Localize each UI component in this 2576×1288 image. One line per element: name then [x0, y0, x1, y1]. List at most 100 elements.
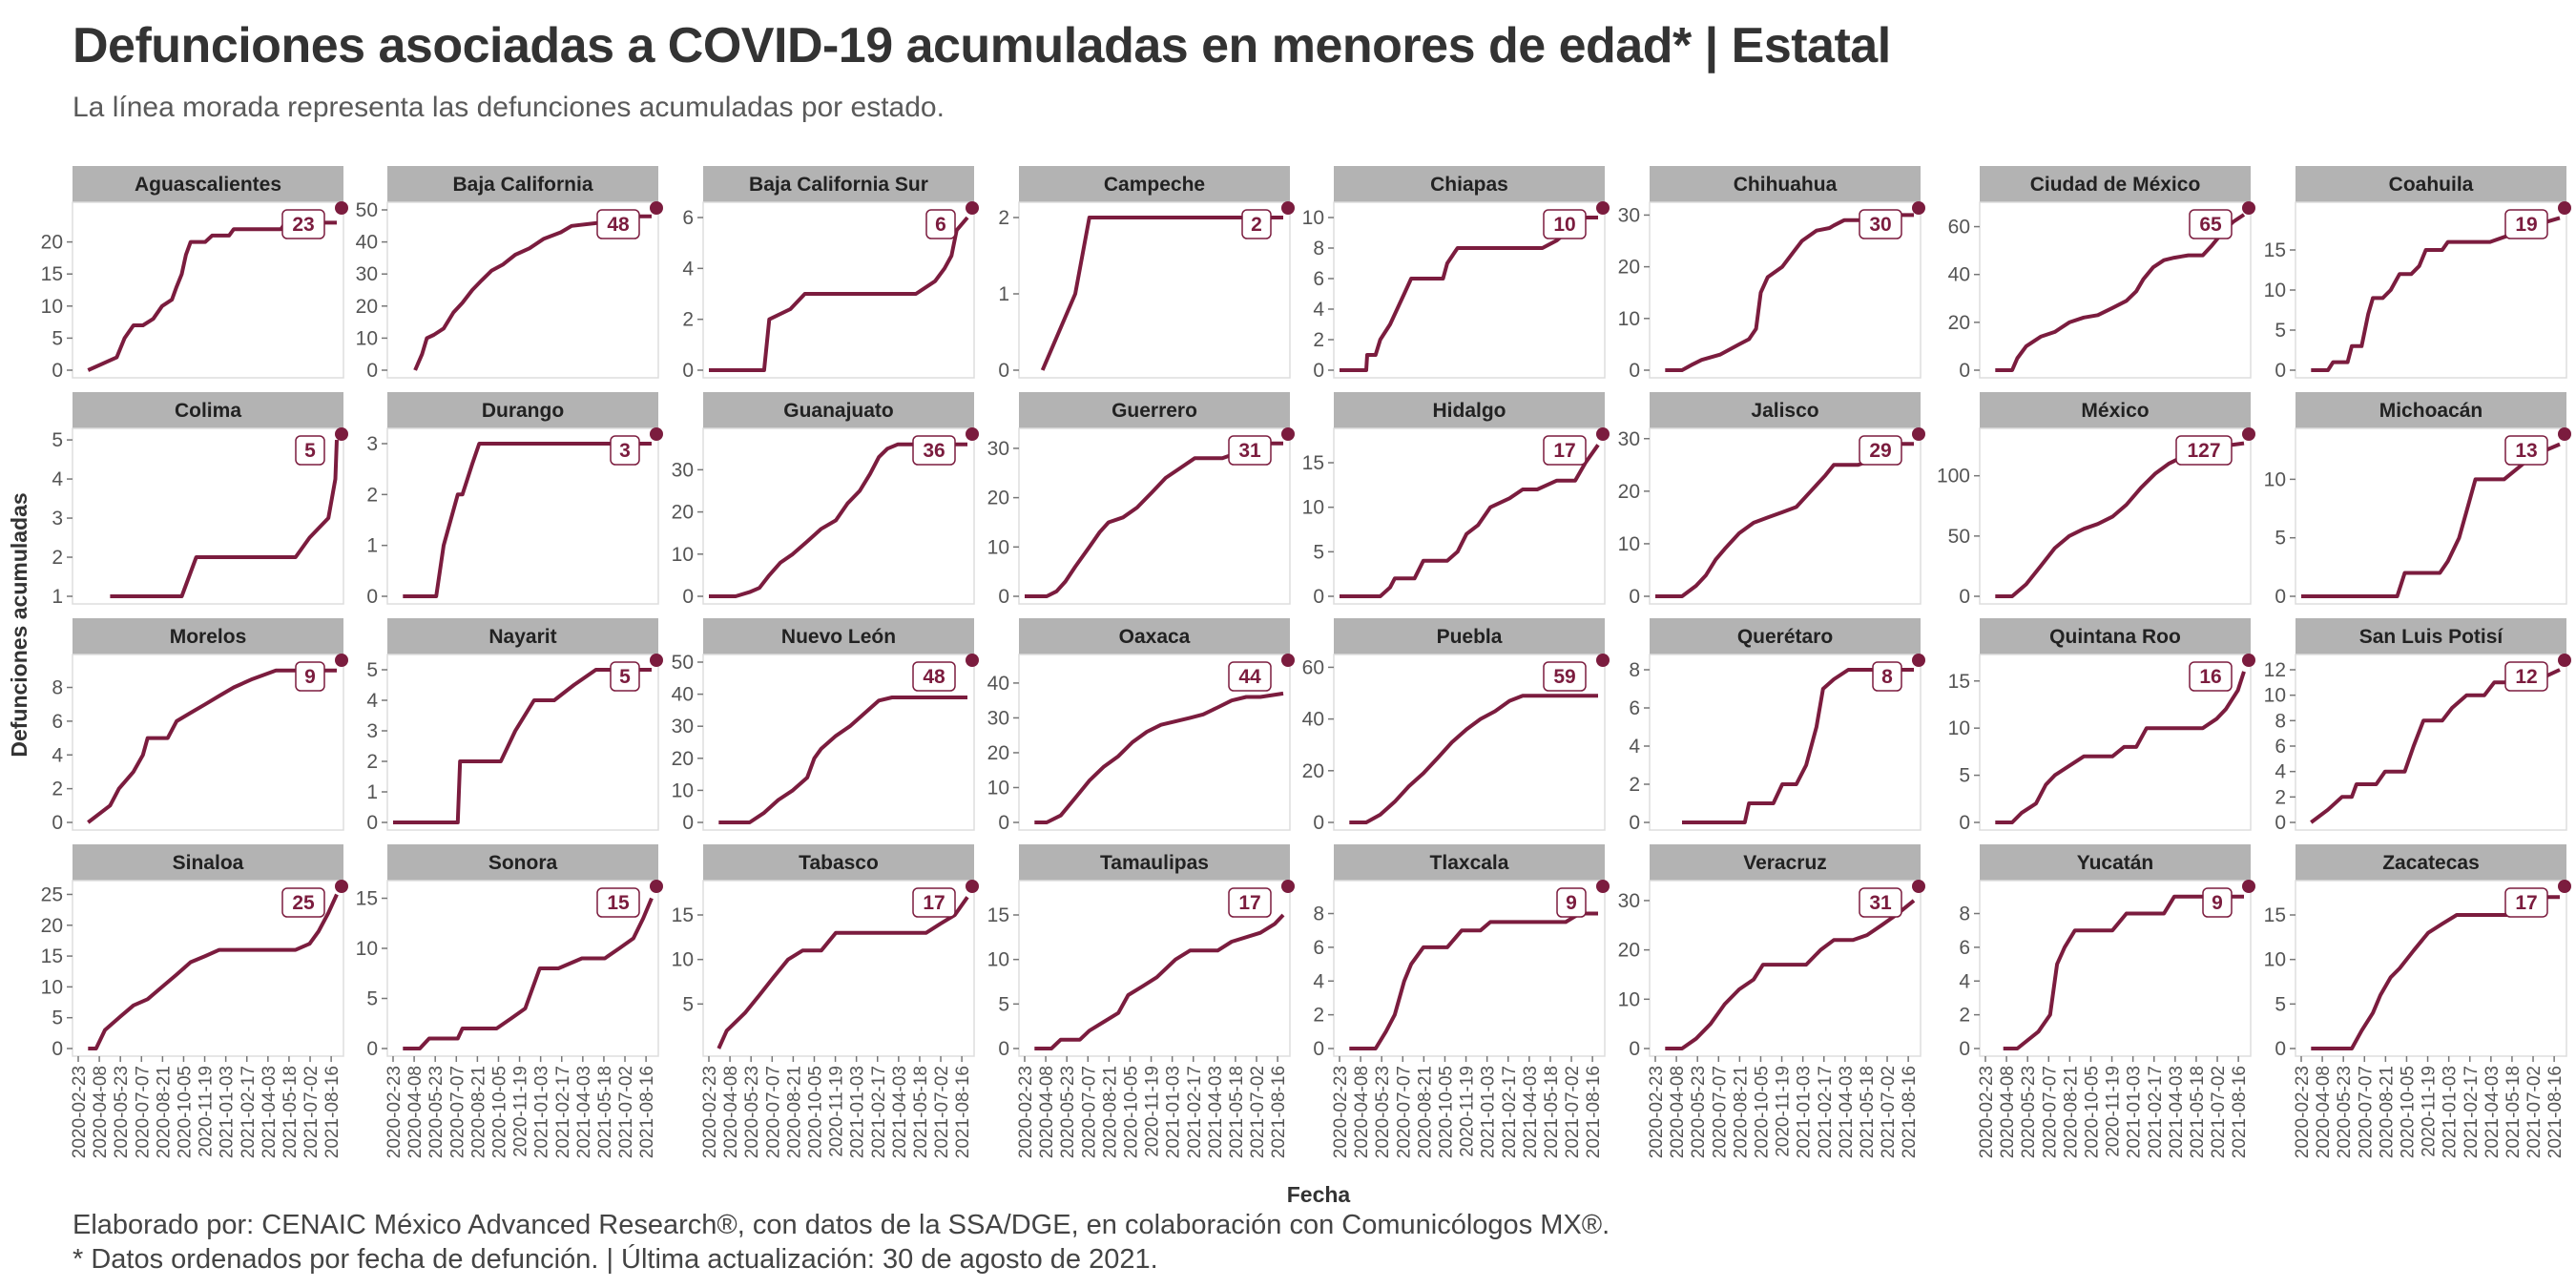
y-tick-label: 10 [41, 296, 63, 318]
y-tick-label: 10 [672, 544, 694, 566]
facet-strip-label: Veracruz [1743, 852, 1827, 874]
y-tick-label: 8 [52, 677, 63, 699]
y-tick-label: 10 [672, 949, 694, 971]
x-tick-label: 2021-05-18 [2503, 1066, 2524, 1158]
x-tick-label: 2021-01-03 [1164, 1066, 1184, 1158]
y-tick-label: 0 [1629, 812, 1640, 834]
y-tick-label: 4 [52, 468, 63, 490]
final-value-box [1228, 435, 1272, 466]
facet-strip [1334, 618, 1605, 654]
facet-strip [1980, 618, 2251, 654]
series-line [88, 893, 339, 1050]
facet-strip-label: Chihuahua [1734, 174, 1838, 196]
facet-strip-label: Nuevo León [781, 626, 896, 648]
y-tick-label: 50 [1948, 526, 1970, 548]
y-tick-label: 30 [1618, 428, 1640, 450]
y-tick-label: 2 [1959, 1005, 1970, 1027]
facet-strip [73, 166, 343, 202]
x-tick-label: 2020-07-07 [1710, 1066, 1730, 1158]
x-tick-label: 2021-05-18 [595, 1066, 615, 1158]
facet-strip-label: Puebla [1437, 626, 1503, 648]
x-tick-label: 2020-02-23 [70, 1066, 90, 1158]
facet-strip-label: Yucatán [2077, 852, 2154, 874]
y-tick-label: 10 [2264, 468, 2286, 490]
y-tick-label: 4 [2275, 761, 2286, 783]
y-tick-label: 30 [987, 707, 1009, 729]
end-point [1281, 427, 1295, 441]
y-tick-label: 15 [1948, 671, 1970, 693]
x-tick-label: 2021-04-03 [890, 1066, 910, 1158]
x-tick-label: 2021-05-18 [1858, 1066, 1878, 1158]
facet-strip-label: Guerrero [1111, 400, 1197, 422]
y-tick-label: 0 [366, 812, 378, 834]
x-tick-label: 2021-07-02 [932, 1066, 952, 1158]
y-tick-label: 3 [52, 508, 63, 530]
final-value-label: 12 [2515, 666, 2537, 688]
x-tick-label: 2020-08-21 [154, 1066, 174, 1158]
y-tick-label: 4 [1629, 736, 1640, 758]
y-tick-label: 50 [672, 652, 694, 674]
facet-strip-label: Sinaloa [173, 852, 244, 874]
y-tick-label: 2 [52, 779, 63, 800]
x-tick-label: 2021-08-16 [953, 1066, 973, 1158]
x-tick-label: 2021-01-03 [1479, 1066, 1499, 1158]
final-value-box [281, 887, 325, 918]
y-tick-label: 5 [998, 993, 1009, 1015]
x-tick-label: 2021-04-03 [1837, 1066, 1857, 1158]
x-tick-label: 2020-08-21 [468, 1066, 488, 1158]
y-tick-label: 0 [998, 812, 1009, 834]
y-tick-label: 30 [672, 716, 694, 737]
facet-strip-label: Durango [482, 400, 564, 422]
final-value-box [610, 661, 640, 692]
x-tick-label: 2021-02-17 [869, 1066, 889, 1158]
x-tick-label: 2021-04-03 [1206, 1066, 1226, 1158]
y-tick-label: 0 [1959, 360, 1970, 382]
end-point [335, 201, 348, 215]
y-tick-label: 10 [1302, 497, 1324, 519]
y-tick-label: 15 [2264, 904, 2286, 926]
y-tick-label: 0 [2275, 1038, 2286, 1060]
facet-strip-label: Oaxaca [1119, 626, 1191, 648]
final-value-label: 9 [2212, 892, 2223, 914]
y-tick-label: 10 [356, 938, 378, 960]
x-tick-label: 2020-10-05 [805, 1066, 825, 1158]
x-tick-label: 2020-05-23 [426, 1066, 447, 1158]
series-line [1349, 911, 1598, 1050]
x-tick-label: 2020-04-08 [1998, 1066, 2018, 1158]
y-tick-label: 10 [2264, 280, 2286, 301]
x-tick-label: 2021-07-02 [301, 1066, 322, 1158]
y-tick-label: 10 [2264, 685, 2286, 707]
y-tick-label: 1 [998, 283, 1009, 305]
final-value-label: 48 [923, 666, 945, 688]
final-value-label: 48 [607, 214, 630, 236]
x-tick-label: 2021-01-03 [2441, 1066, 2461, 1158]
facet-panel: Guerrero 0 10 20 30 31 [987, 392, 1295, 608]
x-axis-title: Fecha [1287, 1182, 1351, 1207]
series-line [2003, 894, 2244, 1050]
x-tick-label: 2021-07-02 [616, 1066, 636, 1158]
facet-strip-label: Zacatecas [2382, 852, 2480, 874]
y-tick-label: 40 [1302, 709, 1324, 731]
y-tick-label: 10 [987, 949, 1009, 971]
y-tick-label: 5 [366, 659, 378, 681]
series-line [393, 668, 652, 824]
final-value-box [295, 435, 325, 466]
x-tick-label: 2020-10-05 [1752, 1066, 1772, 1158]
x-tick-label: 2020-04-08 [405, 1066, 426, 1158]
final-value-label: 65 [2199, 214, 2222, 236]
end-point [650, 654, 663, 667]
x-tick-label: 2021-02-17 [1185, 1066, 1205, 1158]
end-point [1596, 654, 1610, 667]
y-tick-label: 5 [366, 988, 378, 1010]
y-tick-label: 15 [41, 263, 63, 285]
y-tick-label: 0 [682, 812, 694, 834]
series-line [718, 696, 967, 824]
final-value-label: 31 [1869, 892, 1892, 914]
facet-strip [2296, 844, 2566, 881]
x-tick-label: 2021-05-18 [911, 1066, 931, 1158]
x-tick-label: 2021-02-17 [553, 1066, 573, 1158]
facet-strip [703, 844, 974, 881]
x-tick-label: 2021-02-17 [2462, 1066, 2482, 1158]
x-tick-label: 2020-04-08 [1668, 1066, 1688, 1158]
